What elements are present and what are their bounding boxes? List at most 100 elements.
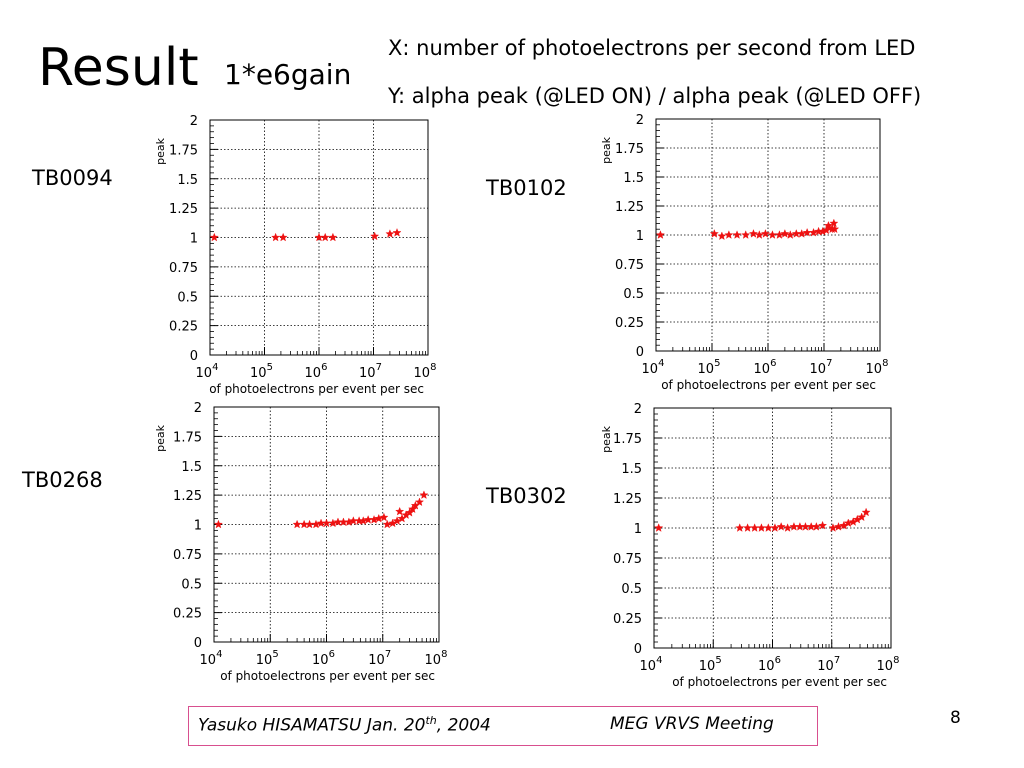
y-tick-label: 1.5 [623, 171, 644, 186]
y-tick-label: 1.25 [615, 200, 644, 215]
y-tick-label: 2 [194, 401, 202, 416]
y-tick-label: 0.75 [169, 261, 198, 276]
y-axis-label: peak [600, 425, 613, 452]
x-axis-label: of photoelectrons per event per sec [209, 382, 424, 396]
y-tick-label: 2 [634, 402, 642, 417]
y-tick-label: 1.75 [173, 430, 202, 445]
data-point [213, 519, 223, 529]
data-point [748, 229, 758, 238]
x-tick-label: 107 [368, 649, 391, 668]
data-point [414, 497, 425, 507]
x-tick-label: 105 [698, 358, 721, 377]
x-tick-label: 106 [758, 655, 781, 674]
y-tick-label: 0.25 [173, 607, 202, 622]
data-point [770, 523, 780, 532]
chart-tb0094: 0 0.25 0.5 0.75 1 1.25 1.5 1.75 2 104 105 106 107 108… [154, 114, 437, 396]
x-tick-label: 106 [312, 649, 335, 668]
data-point [385, 229, 395, 238]
data-point [823, 220, 833, 230]
y-axis-description: Y: alpha peak (@LED ON) / alpha peak (@L… [388, 84, 922, 108]
data-point [750, 523, 760, 532]
y-tick-label: 2 [190, 114, 198, 129]
data-point [811, 522, 821, 531]
chart-tb0302: 0 0.25 0.5 0.75 1 1.25 1.5 1.75 2 104 105 106 107 108… [600, 402, 900, 689]
footer-meeting: MEG VRVS Meeting [610, 714, 774, 734]
data-point [783, 523, 793, 532]
y-tick-label: 1.5 [621, 462, 642, 477]
data-point [370, 231, 380, 241]
data-point [209, 232, 219, 242]
data-point [767, 230, 777, 239]
x-tick-label: 107 [810, 358, 833, 377]
x-axis-label: of photoelectrons per event per sec [661, 378, 876, 392]
x-axis-label: of photoelectrons per event per sec [220, 669, 435, 683]
y-tick-label: 1.25 [613, 492, 642, 507]
x-tick-label: 105 [256, 649, 279, 668]
data-point [379, 512, 389, 522]
data-point [735, 523, 745, 532]
slide-subtitle: 1*e6gain [224, 58, 352, 91]
y-tick-label: 1.5 [177, 173, 198, 188]
x-tick-label: 106 [754, 358, 777, 377]
data-point [780, 229, 790, 238]
data-point [654, 523, 664, 532]
data-point [828, 523, 838, 532]
data-point [392, 228, 402, 237]
x-tick-label: 108 [425, 649, 448, 668]
data-point [756, 523, 766, 532]
y-tick-label: 0.25 [613, 612, 642, 627]
y-tick-label: 0.25 [615, 316, 644, 331]
data-point [861, 507, 871, 517]
x-tick-label: 108 [866, 358, 889, 377]
plot-label-tb0102: TB0102 [486, 176, 567, 200]
x-tick-label: 108 [414, 362, 437, 381]
y-tick-label: 1.25 [169, 202, 198, 217]
y-tick-label: 1 [190, 232, 198, 247]
x-tick-label: 104 [642, 358, 665, 377]
y-tick-label: 1.5 [181, 460, 202, 475]
plot-label-tb0094: TB0094 [32, 166, 113, 190]
data-point [818, 520, 828, 530]
y-tick-label: 1.75 [615, 142, 644, 157]
y-tick-label: 0.5 [177, 290, 198, 305]
x-tick-label: 108 [877, 655, 900, 674]
data-point [278, 232, 288, 242]
plot-label-tb0268: TB0268 [22, 468, 103, 492]
x-tick-label: 105 [250, 362, 273, 381]
y-axis-label: peak [600, 136, 613, 163]
y-tick-label: 1 [636, 229, 644, 244]
y-tick-label: 0 [190, 349, 198, 364]
y-tick-label: 0.75 [613, 552, 642, 567]
data-point [732, 230, 742, 239]
x-tick-label: 107 [359, 362, 382, 381]
data-point [776, 522, 786, 531]
data-point [655, 230, 665, 239]
data-point [743, 523, 753, 532]
data-point [271, 232, 281, 242]
data-point [709, 229, 719, 238]
data-point [754, 230, 764, 239]
data-point [760, 229, 770, 238]
data-point [328, 232, 338, 242]
y-axis-label: peak [154, 137, 167, 164]
data-point [829, 218, 839, 228]
plot-label-tb0302: TB0302 [486, 484, 567, 508]
y-tick-label: 0.75 [615, 258, 644, 273]
x-tick-label: 106 [305, 362, 328, 381]
y-tick-label: 0.5 [621, 582, 642, 597]
data-point [395, 506, 405, 516]
chart-tb0268: 0 0.25 0.5 0.75 1 1.25 1.5 1.75 2 104 105 106 107 108… [154, 401, 448, 683]
x-tick-label: 105 [699, 655, 722, 674]
data-point [724, 230, 734, 239]
x-tick-label: 104 [196, 362, 219, 381]
data-point [320, 232, 330, 242]
x-axis-label: of photoelectrons per event per sec [672, 675, 887, 689]
data-point [857, 512, 867, 522]
y-tick-label: 0 [636, 345, 644, 360]
y-tick-label: 2 [636, 113, 644, 128]
page-number: 8 [950, 708, 961, 728]
data-point [741, 230, 751, 239]
x-tick-label: 104 [640, 655, 663, 674]
y-tick-label: 0.75 [173, 548, 202, 563]
y-tick-label: 0.5 [181, 577, 202, 592]
